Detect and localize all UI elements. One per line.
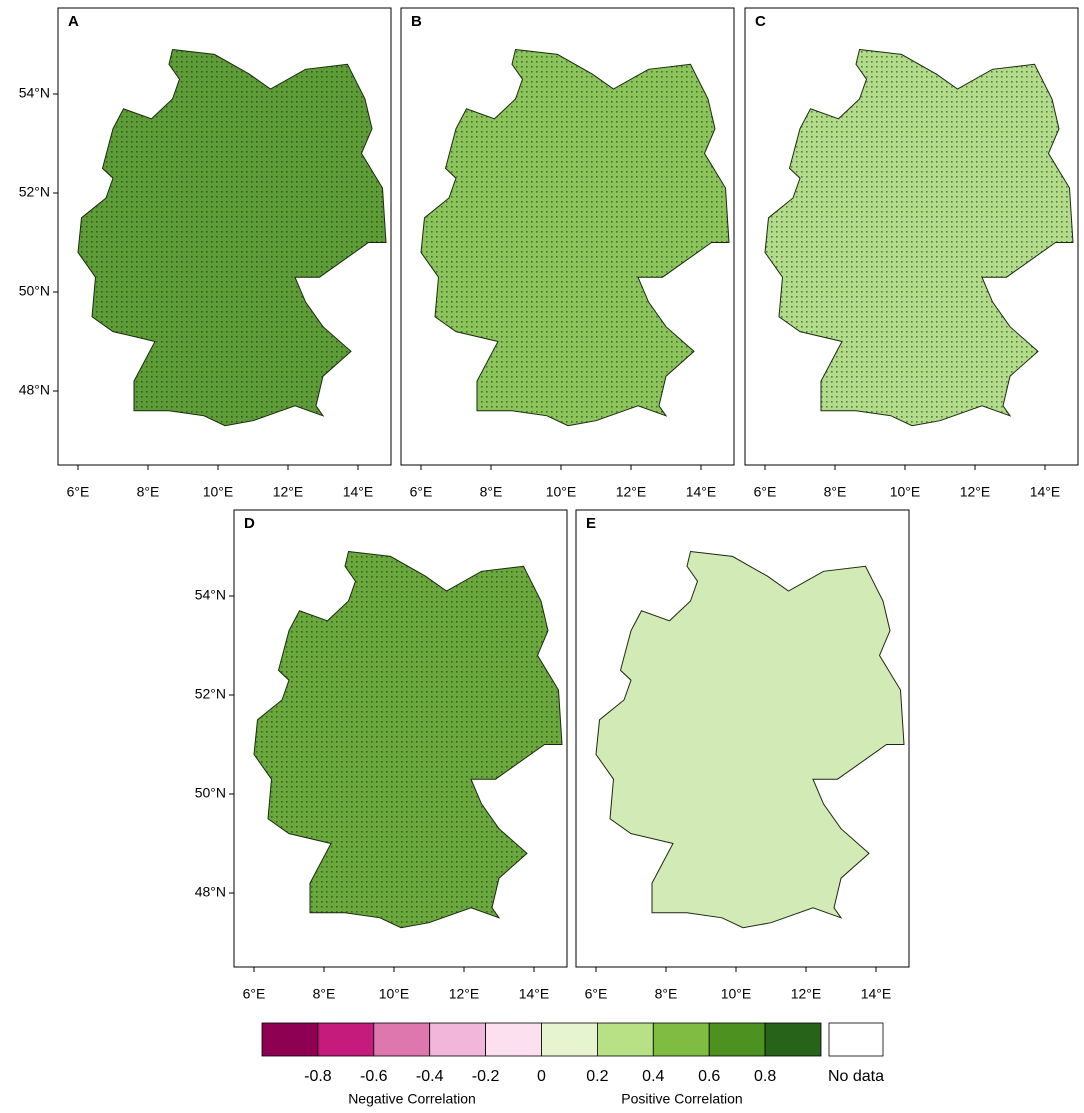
- colorbar-tick-label: -0.2: [472, 1068, 500, 1085]
- lon-label: 6°E: [585, 986, 608, 1002]
- no-data-box: [828, 1022, 884, 1057]
- lon-label: 8°E: [655, 986, 678, 1002]
- lon-label: 12°E: [616, 484, 647, 500]
- significance-stipple: [254, 551, 562, 928]
- lon-label: 14°E: [343, 484, 374, 500]
- colorbar-box: [541, 1022, 598, 1057]
- lat-label: 48°N: [19, 382, 50, 398]
- lat-label: 48°N: [195, 884, 226, 900]
- significance-stipple: [78, 49, 386, 426]
- lon-label: 8°E: [313, 986, 336, 1002]
- no-data-label: No data: [828, 1068, 884, 1085]
- colorbar-box: [597, 1022, 654, 1057]
- panel-letter: B: [411, 13, 422, 30]
- lon-label: 10°E: [203, 484, 234, 500]
- lon-label: 12°E: [791, 986, 822, 1002]
- colorbar-box: [429, 1022, 487, 1057]
- colorbar: -0.8 -0.6 -0.4 -0.2 0 0.2 0.4 0.6 0.8 No data Nega…: [261, 1022, 884, 1107]
- lon-label: 6°E: [410, 484, 433, 500]
- colorbar-box: [764, 1022, 822, 1057]
- colorbar-tick-label: 0.2: [586, 1068, 608, 1085]
- panel-letter: C: [755, 13, 766, 30]
- country-shape: [595, 550, 905, 929]
- panel-letter: A: [68, 13, 79, 30]
- lat-label: 52°N: [19, 184, 50, 200]
- colorbar-tick-label: 0.4: [642, 1068, 664, 1085]
- map-panel: E 6°E 8°E 10°E 12°E 14°E: [575, 509, 910, 1002]
- lon-label: 6°E: [67, 484, 90, 500]
- positive-caption: Positive Correlation: [621, 1091, 742, 1107]
- panel-letter: D: [244, 515, 255, 532]
- lon-label: 12°E: [449, 986, 480, 1002]
- colorbar-box: [652, 1022, 710, 1057]
- panel-letter: E: [586, 515, 596, 532]
- colorbar-tick-label: 0.8: [754, 1068, 776, 1085]
- lat-label: 50°N: [195, 785, 226, 801]
- significance-stipple: [765, 49, 1073, 426]
- colorbar-tick-label: -0.8: [304, 1068, 332, 1085]
- lon-label: 12°E: [273, 484, 304, 500]
- lat-label: 50°N: [19, 283, 50, 299]
- map-panel: A 6°E 8°E 10°E 12°E 14°E 54°N 52°N 50°N 48°N: [19, 7, 392, 500]
- lon-label: 10°E: [379, 986, 410, 1002]
- lon-label: 6°E: [754, 484, 777, 500]
- lon-label: 14°E: [519, 986, 550, 1002]
- colorbar-box: [485, 1022, 542, 1057]
- significance-stipple: [421, 49, 729, 426]
- colorbar-tick-label: -0.4: [416, 1068, 444, 1085]
- lon-label: 12°E: [960, 484, 991, 500]
- lon-label: 8°E: [137, 484, 160, 500]
- lat-label: 52°N: [195, 686, 226, 702]
- lat-label: 54°N: [195, 587, 226, 603]
- lon-label: 14°E: [861, 986, 892, 1002]
- lon-label: 10°E: [546, 484, 577, 500]
- colorbar-tick-label: 0.6: [698, 1068, 720, 1085]
- lon-label: 6°E: [243, 986, 266, 1002]
- colorbar-tick-label: 0: [537, 1068, 546, 1085]
- lon-label: 10°E: [721, 986, 752, 1002]
- lon-label: 8°E: [824, 484, 847, 500]
- colorbar-box: [373, 1022, 431, 1057]
- lon-label: 14°E: [1030, 484, 1061, 500]
- colorbar-box: [317, 1022, 375, 1057]
- negative-caption: Negative Correlation: [348, 1091, 476, 1107]
- lon-label: 10°E: [890, 484, 921, 500]
- map-panel: B 6°E 8°E 10°E 12°E 14°E: [400, 7, 735, 500]
- lat-label: 54°N: [19, 85, 50, 101]
- colorbar-box: [708, 1022, 766, 1057]
- colorbar-tick-label: -0.6: [360, 1068, 388, 1085]
- lon-label: 8°E: [480, 484, 503, 500]
- map-panel: C 6°E 8°E 10°E 12°E 14°E: [744, 7, 1079, 500]
- colorbar-box: [261, 1022, 319, 1057]
- lon-label: 14°E: [686, 484, 717, 500]
- map-panel: D 6°E 8°E 10°E 12°E 14°E 54°N 52°N 50°N 48°N: [195, 509, 568, 1002]
